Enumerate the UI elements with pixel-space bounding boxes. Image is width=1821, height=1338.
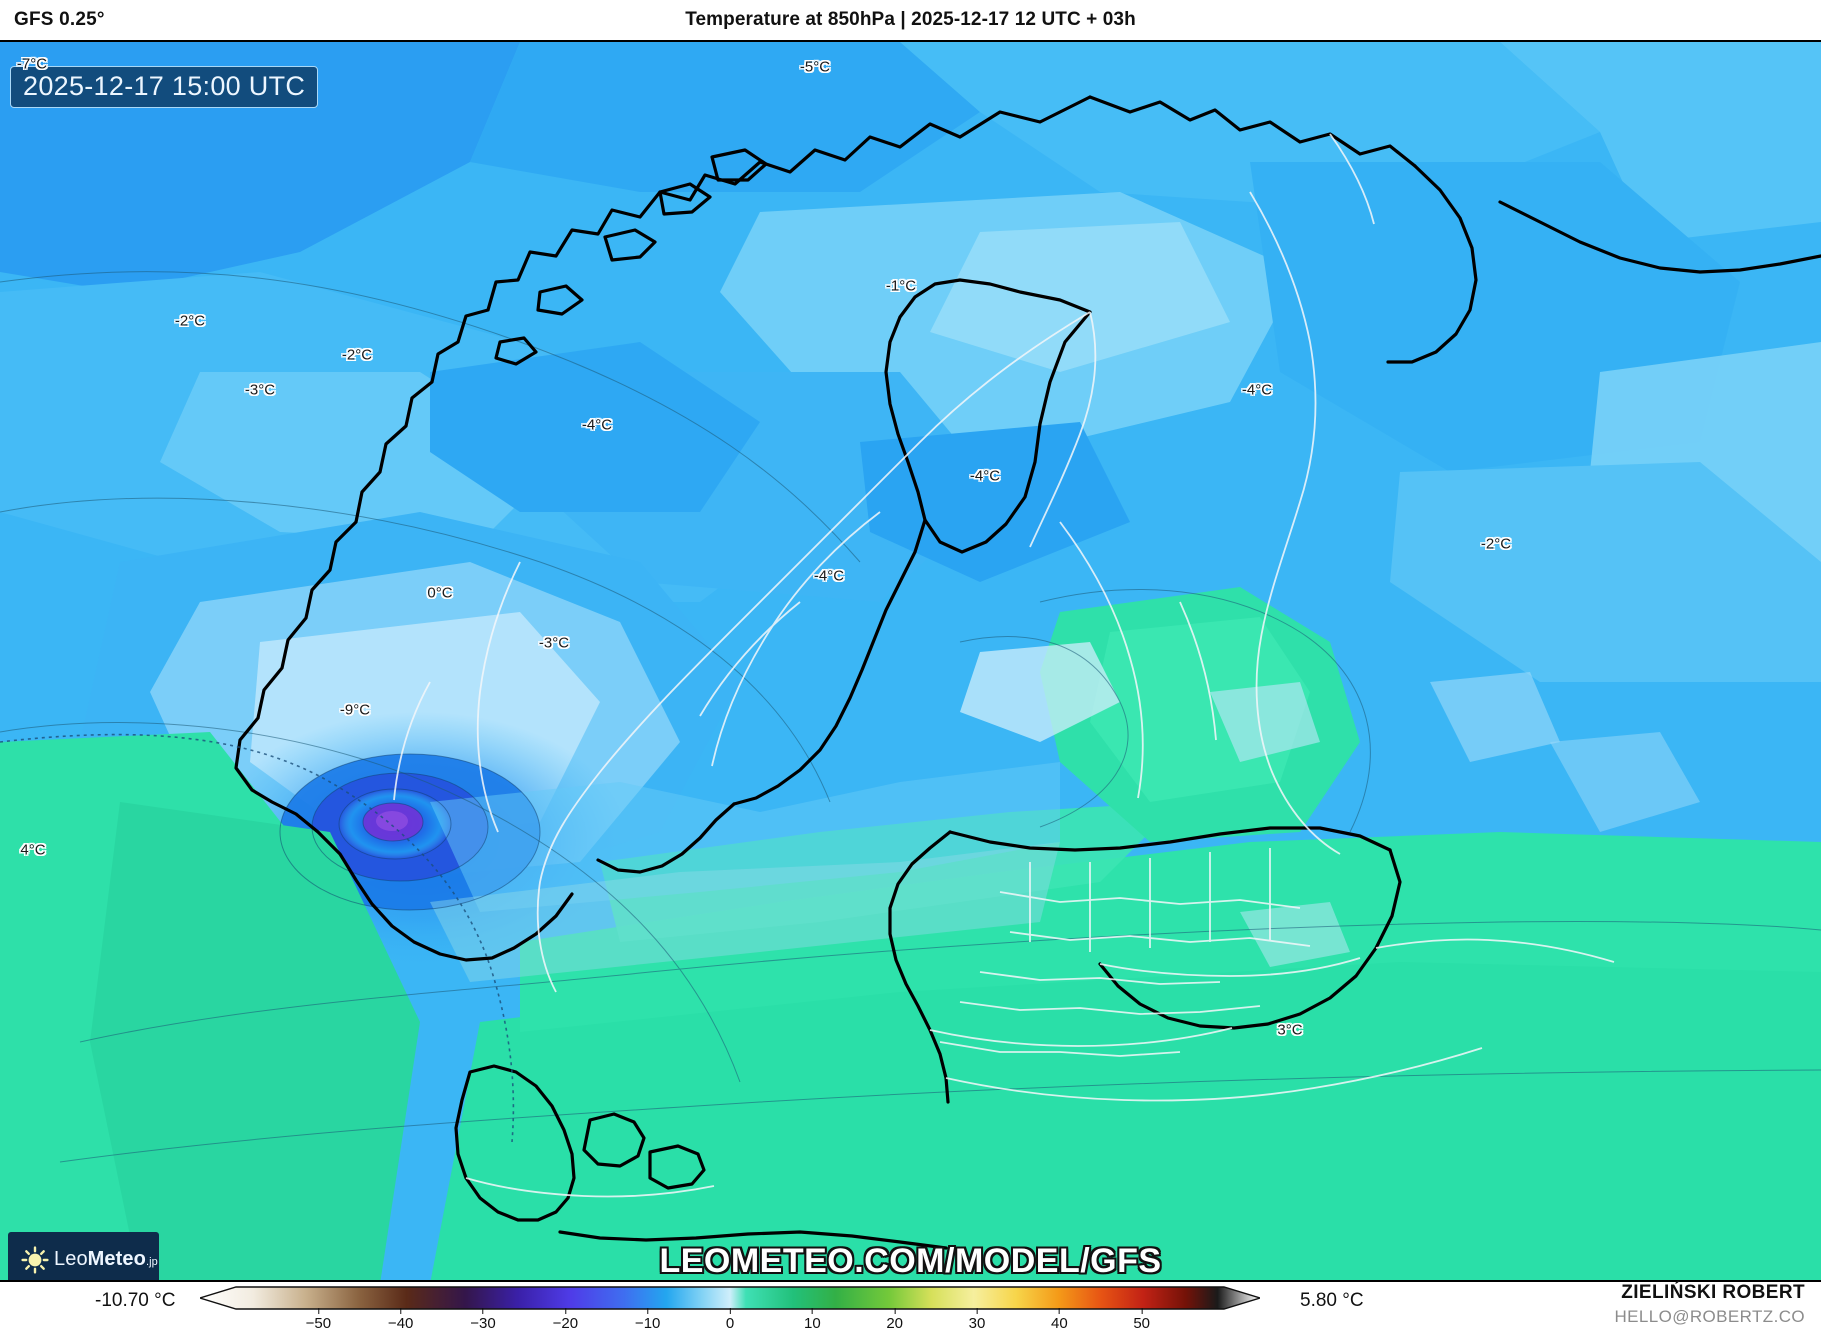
colorbar-tick: −40	[388, 1308, 413, 1332]
colorbar-tick-label: 40	[1050, 1315, 1068, 1332]
temperature-label: -2°C	[174, 312, 206, 330]
colorbar-tick-label: −20	[552, 1315, 579, 1332]
colorbar-tick-mark	[1058, 1308, 1060, 1314]
colorbar-tick-mark	[400, 1308, 402, 1314]
temperature-label: -9°C	[339, 701, 371, 719]
colorbar-ticks: −50 −40 −30 −20 −10 0 10 20 30 40 50	[200, 1308, 1260, 1334]
colorbar-tick: 40	[1051, 1308, 1068, 1332]
model-label: GFS 0.25°	[14, 9, 105, 30]
site-watermark: LEOMETEO.COM/MODEL/GFS	[659, 1242, 1162, 1280]
temperature-label: -2°C	[341, 346, 373, 364]
temperature-label: -5°C	[799, 58, 831, 76]
logo-text-tld: .jp	[145, 1256, 158, 1268]
colorbar-tick-mark	[729, 1308, 731, 1314]
colorbar-tick-mark	[647, 1308, 649, 1314]
colorbar-tick: 50	[1133, 1308, 1150, 1332]
colorbar-tick: −50	[306, 1308, 331, 1332]
colorbar-tick: 10	[804, 1308, 821, 1332]
valid-time-badge: 2025-12-17 15:00 UTC	[10, 66, 319, 109]
author-email[interactable]: HELLO@ROBERTZ.CO	[1614, 1307, 1805, 1326]
temperature-label: -4°C	[581, 416, 613, 434]
colorbar-tick-mark	[1141, 1308, 1143, 1314]
colorbar-tick-mark	[564, 1308, 566, 1314]
colorbar-tick: −20	[553, 1308, 578, 1332]
colorbar-tick-label: 20	[886, 1315, 903, 1332]
colorbar[interactable]	[200, 1284, 1260, 1324]
logo-text-leo: Leo	[54, 1248, 88, 1270]
weather-map[interactable]: 2025-12-17 15:00 UTC -7°C -5°C -1°C -2°C -2°…	[0, 40, 1821, 1282]
temperature-label: 3°C	[1277, 1021, 1303, 1039]
temperature-label: -4°C	[813, 567, 845, 585]
colorbar-max-label: 5.80 °C	[1300, 1290, 1364, 1311]
colorbar-tick-mark	[894, 1308, 896, 1314]
colorbar-gradient	[200, 1286, 1260, 1310]
colorbar-tick-label: 50	[1133, 1315, 1150, 1332]
logo-text-meteo: Meteo	[87, 1248, 146, 1270]
colorbar-tick-label: −10	[634, 1315, 661, 1332]
colorbar-tick: −10	[635, 1308, 660, 1332]
colorbar-tick-label: 10	[803, 1315, 821, 1332]
temperature-label: -3°C	[538, 634, 570, 652]
colorbar-tick-mark	[811, 1308, 813, 1314]
colorbar-tick-label: 0	[725, 1315, 735, 1332]
sun-icon	[20, 1245, 50, 1275]
colorbar-tick: 0	[726, 1308, 734, 1332]
colorbar-tick-label: 30	[968, 1315, 986, 1332]
colorbar-tick: 30	[968, 1308, 986, 1332]
colorbar-tick-label: −40	[387, 1315, 414, 1332]
temperature-label: 4°C	[20, 841, 46, 859]
colorbar-min-label: -10.70 °C	[95, 1290, 176, 1311]
temperature-label: -4°C	[969, 467, 1001, 485]
temperature-label: -3°C	[244, 381, 276, 399]
page-header: GFS 0.25° Temperature at 850hPa | 2025-1…	[0, 0, 1821, 40]
attribution: ZIELIŃSKI ROBERT HELLO@ROBERTZ.CO	[1614, 1282, 1805, 1327]
colorbar-tick-mark	[482, 1308, 484, 1314]
colorbar-tick-label: −50	[305, 1315, 332, 1332]
temperature-field-canvas	[0, 42, 1821, 1280]
temperature-label: -2°C	[1480, 535, 1512, 553]
author-name: ZIELIŃSKI ROBERT	[1621, 1282, 1805, 1303]
logo-wordmark: Leo Meteo .jp	[54, 1248, 158, 1271]
page-footer: -10.70 °C −50 −40 −30 −20 −10 0 10 20 30 40 50 5.8…	[0, 1282, 1821, 1338]
colorbar-tick: 20	[886, 1308, 903, 1332]
temperature-label: -4°C	[1241, 381, 1273, 399]
colorbar-tick: −30	[470, 1308, 496, 1332]
colorbar-tick-mark	[317, 1308, 319, 1314]
page-title: Temperature at 850hPa | 2025-12-17 12 UT…	[685, 9, 1136, 30]
colorbar-tick-label: −30	[470, 1315, 496, 1332]
temperature-label: -7°C	[16, 55, 48, 73]
temperature-label: 0°C	[427, 584, 453, 602]
leometeo-logo[interactable]: Leo Meteo .jp	[8, 1232, 159, 1280]
temperature-label: -1°C	[885, 277, 917, 295]
colorbar-tick-mark	[976, 1308, 978, 1314]
